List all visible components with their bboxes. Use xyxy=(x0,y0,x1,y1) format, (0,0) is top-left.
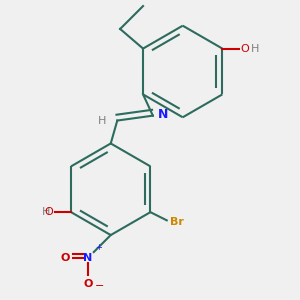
Text: O: O xyxy=(240,44,249,54)
Text: −: − xyxy=(95,281,104,291)
Text: O: O xyxy=(44,207,53,217)
Text: O: O xyxy=(61,253,70,263)
Text: H: H xyxy=(251,44,259,54)
Text: O: O xyxy=(83,279,92,289)
Text: N: N xyxy=(158,107,168,121)
Text: +: + xyxy=(95,243,102,252)
Text: H: H xyxy=(41,207,50,217)
Text: N: N xyxy=(83,253,92,263)
Text: Br: Br xyxy=(170,217,184,227)
Text: H: H xyxy=(98,116,107,126)
